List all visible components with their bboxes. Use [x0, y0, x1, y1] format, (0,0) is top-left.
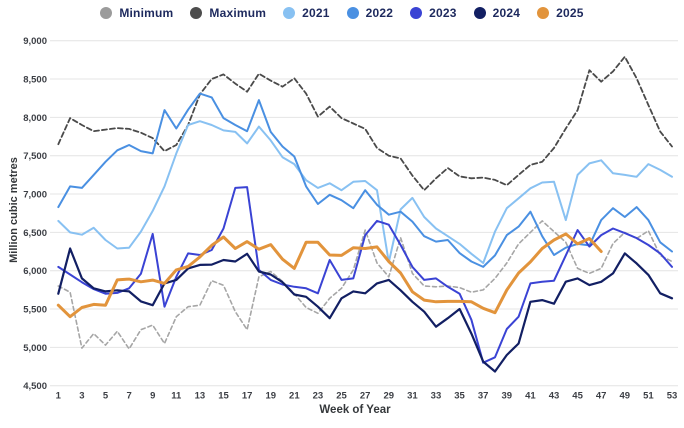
legend-label-2022: 2022: [365, 6, 394, 20]
x-tick-label-35: 35: [454, 391, 465, 402]
x-tick-label-47: 47: [596, 391, 607, 402]
x-tick-label-29: 29: [383, 391, 394, 402]
x-ticks: 1 3 5 7 9 11 13 15 17 19 21 23 25 27 29 31 33 35 37 39 41 43 4…: [56, 391, 678, 402]
legend-item-2022[interactable]: 2022: [346, 6, 394, 20]
x-tick-label-27: 27: [360, 391, 371, 402]
x-tick-label-7: 7: [126, 391, 131, 402]
x-tick-label-21: 21: [289, 391, 300, 402]
x-tick-label-25: 25: [336, 391, 347, 402]
legend-item-2023[interactable]: 2023: [410, 6, 457, 20]
y-tick-label-9000: 9,000: [23, 36, 47, 47]
x-tick-label-31: 31: [407, 391, 418, 402]
x-tick-label-51: 51: [643, 391, 654, 402]
legend-label-2024: 2024: [492, 6, 521, 20]
x-tick-label-23: 23: [313, 391, 324, 402]
x-tick-label-9: 9: [150, 391, 155, 402]
legend-label-minimum: Minimum: [119, 6, 174, 20]
x-tick-label-5: 5: [103, 391, 109, 402]
x-tick-label-17: 17: [242, 391, 253, 402]
legend-label-maximum: Maximum: [209, 6, 267, 20]
x-tick-label-3: 3: [79, 391, 84, 402]
series-line-2024: [57, 247, 674, 373]
y-tick-label-7000: 7,000: [23, 190, 47, 201]
legend-marker-minimum: [100, 7, 113, 19]
x-tick-label-11: 11: [171, 391, 182, 402]
series-line-minimum: [57, 220, 673, 350]
legend-item-2025[interactable]: 2025: [537, 6, 584, 20]
legend-marker-2023: [410, 7, 423, 19]
legend-marker-2024: [473, 7, 486, 19]
legend-label-2021: 2021: [302, 6, 330, 20]
grid-and-y-ticks: 9,000 8,500 8,000 7,500 7,000 6,500 6,000 5,500…: [23, 36, 678, 392]
x-tick-label-45: 45: [572, 391, 583, 402]
x-tick-label-13: 13: [195, 391, 206, 402]
chart-legend: Minimum Maximum 2021 2022 2023 2024 2025: [0, 6, 684, 20]
x-tick-label-49: 49: [620, 391, 631, 402]
series-line-maximum: [57, 55, 673, 192]
legend-label-2025: 2025: [556, 6, 584, 20]
legend-item-2021[interactable]: 2021: [283, 6, 330, 20]
legend-label-2023: 2023: [429, 6, 457, 20]
legend-item-maximum[interactable]: Maximum: [190, 6, 266, 20]
y-tick-label-5500: 5,500: [23, 305, 47, 316]
legend-marker-2025: [537, 7, 550, 19]
y-tick-label-8000: 8,000: [23, 113, 47, 124]
x-tick-label-19: 19: [265, 391, 276, 402]
x-tick-label-53: 53: [667, 391, 678, 402]
legend-item-2024[interactable]: 2024: [473, 6, 521, 20]
y-tick-label-8500: 8,500: [23, 75, 47, 86]
legend-marker-2022: [346, 7, 359, 19]
legend-marker-maximum: [190, 7, 203, 19]
x-tick-label-43: 43: [549, 391, 560, 402]
x-tick-label-33: 33: [431, 391, 442, 402]
y-tick-label-7500: 7,500: [23, 151, 47, 162]
x-tick-label-39: 39: [501, 391, 512, 402]
x-tick-label-1: 1: [56, 391, 62, 402]
y-tick-label-6000: 6,000: [23, 266, 47, 277]
y-tick-label-4500: 4,500: [23, 381, 47, 392]
legend-marker-2021: [283, 7, 296, 19]
x-tick-label-41: 41: [525, 391, 536, 402]
legend-item-minimum[interactable]: Minimum: [100, 6, 173, 20]
series-line-2021: [57, 120, 673, 264]
x-axis-title: Week of Year: [319, 404, 391, 416]
y-axis-title: Million cubic metres: [8, 157, 20, 263]
y-tick-label-6500: 6,500: [23, 228, 47, 239]
x-tick-label-15: 15: [218, 391, 229, 402]
series-line-2025: [56, 232, 603, 319]
x-tick-label-37: 37: [478, 391, 489, 402]
y-tick-label-5000: 5,000: [23, 343, 47, 354]
